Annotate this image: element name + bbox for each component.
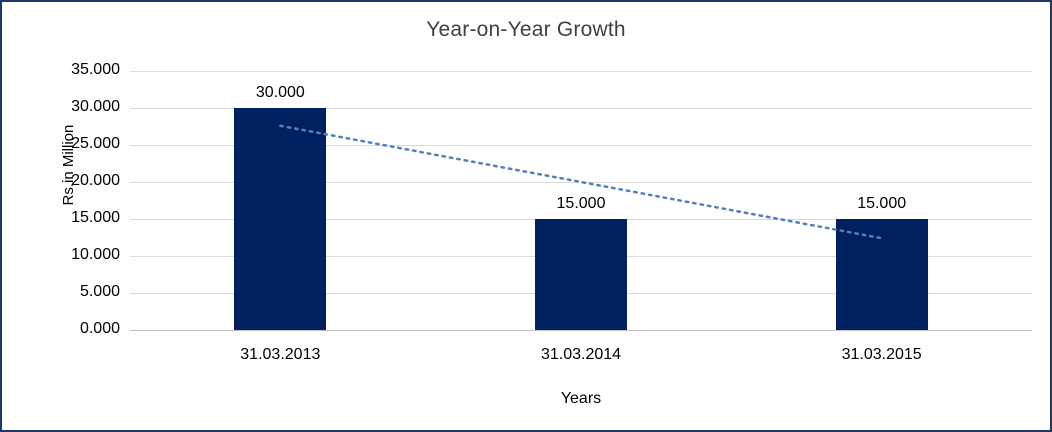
gridline <box>130 108 1032 109</box>
bar-value-label: 15.000 <box>556 195 606 212</box>
x-axis-title: Years <box>560 390 602 407</box>
x-tick-label: 31.03.2013 <box>240 346 321 363</box>
y-tick-label: 25.000 <box>71 135 120 152</box>
y-tick-label: 10.000 <box>71 246 120 263</box>
bar-31.03.2015 <box>835 219 928 330</box>
x-axis-line <box>130 330 1032 331</box>
gridline <box>130 71 1032 72</box>
x-tick-label: 31.03.2014 <box>540 346 622 363</box>
y-tick-label: 5.000 <box>79 283 120 300</box>
chart-title: Year-on-Year Growth <box>426 18 626 41</box>
y-tick-label: 20.000 <box>71 172 120 189</box>
y-tick-label: 30.000 <box>71 98 120 115</box>
x-tick-label: 31.03.2015 <box>841 346 922 363</box>
bar-31.03.2013 <box>234 108 327 330</box>
bar-value-label: 15.000 <box>857 195 907 212</box>
bar-value-label: 30.000 <box>255 84 305 101</box>
plot-area <box>130 71 1032 331</box>
y-tick-label: 35.000 <box>71 61 120 78</box>
y-tick-label: 0.000 <box>79 320 120 337</box>
bar-31.03.2014 <box>535 219 627 330</box>
y-tick-label: 15.000 <box>71 209 120 226</box>
